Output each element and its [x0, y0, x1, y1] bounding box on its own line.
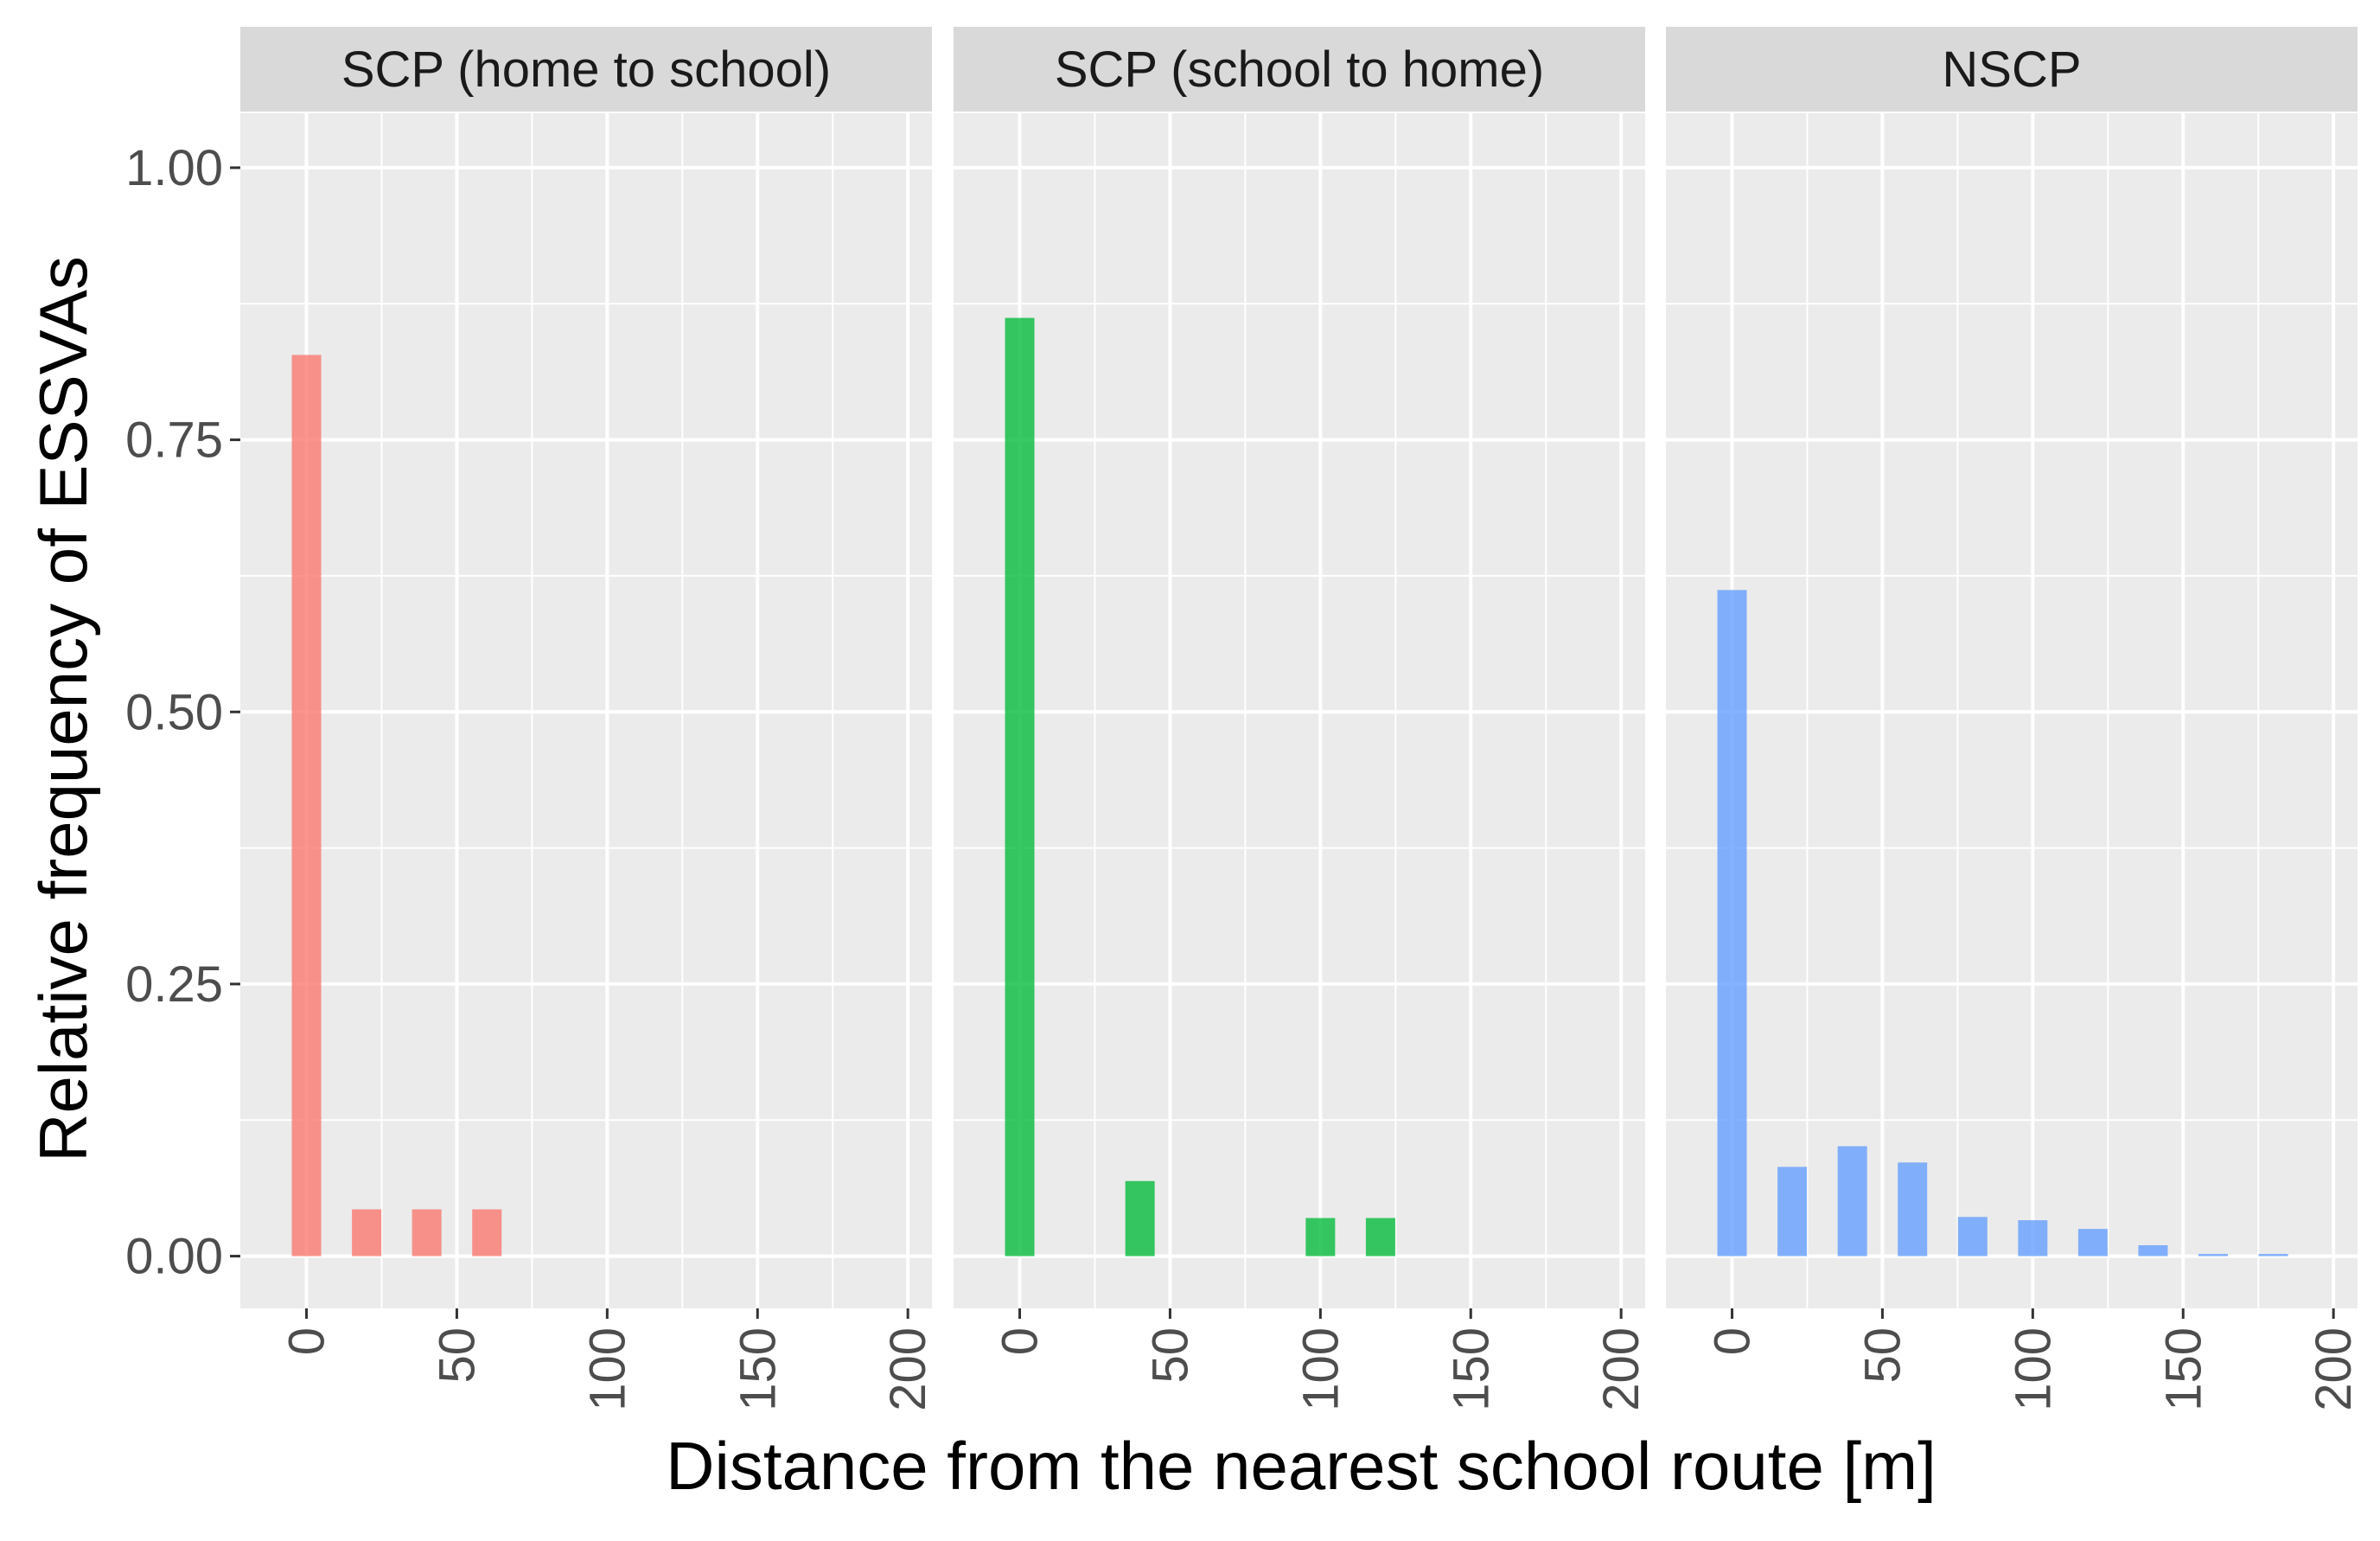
x-tick-label: 200	[2306, 1327, 2362, 1411]
bar	[1957, 1217, 1988, 1256]
x-tick-label: 50	[1854, 1327, 1911, 1384]
bar	[472, 1209, 502, 1256]
bar	[352, 1209, 382, 1256]
x-tick-label: 0	[1705, 1327, 1761, 1355]
bar	[1125, 1180, 1155, 1256]
facet-strip-label: SCP (home to school)	[341, 42, 831, 98]
bar	[412, 1209, 442, 1256]
facet-strip-label: SCP (school to home)	[1055, 42, 1544, 98]
x-tick-label: 50	[429, 1327, 485, 1384]
x-tick-label: 200	[1593, 1327, 1649, 1411]
bar	[1898, 1162, 1928, 1256]
bar	[1305, 1218, 1336, 1256]
y-tick-label: 0.25	[125, 956, 223, 1013]
bar	[2198, 1254, 2229, 1256]
bar	[1005, 317, 1035, 1256]
x-tick-label: 50	[1142, 1327, 1198, 1384]
facet-panel: SCP (school to home) 0 50 100 150 200	[954, 27, 1649, 1411]
y-tick-label: 0.50	[125, 684, 223, 740]
bar	[2018, 1220, 2048, 1256]
facet-strip-label: NSCP	[1942, 42, 2081, 98]
bar	[2138, 1244, 2168, 1256]
y-axis: 0.00 0.25 0.50 0.75 1.00	[125, 140, 240, 1285]
facet-strip	[954, 27, 1645, 112]
facet-strip	[1666, 27, 2358, 112]
bar	[1837, 1146, 1867, 1256]
bar	[291, 355, 322, 1256]
x-tick-label: 0	[992, 1327, 1049, 1355]
y-tick-label: 1.00	[125, 140, 223, 196]
x-tick-label: 100	[579, 1327, 635, 1411]
bar	[1717, 590, 1747, 1256]
bar	[1777, 1167, 1808, 1256]
y-tick-label: 0.00	[125, 1229, 223, 1285]
bar	[2077, 1229, 2108, 1256]
x-tick-label: 150	[730, 1327, 786, 1411]
facet-panel: NSCP 0 50 100 150 200	[1666, 27, 2362, 1411]
facet-panel: SCP (home to school) 0 50 100 150 200	[240, 27, 936, 1411]
y-tick-label: 0.75	[125, 412, 223, 469]
facet-strip	[240, 27, 932, 112]
x-tick-label: 150	[2155, 1327, 2211, 1411]
x-tick-label: 0	[279, 1327, 335, 1355]
bar	[2258, 1254, 2288, 1256]
x-tick-label: 200	[880, 1327, 936, 1411]
y-axis-title: Relative frequency of ESSVAs	[25, 256, 101, 1162]
x-axis-title: Distance from the nearest school route […	[666, 1428, 1937, 1504]
x-tick-label: 150	[1443, 1327, 1499, 1411]
x-tick-label: 100	[1292, 1327, 1349, 1411]
x-tick-label: 100	[2005, 1327, 2061, 1411]
bar	[1365, 1218, 1395, 1256]
